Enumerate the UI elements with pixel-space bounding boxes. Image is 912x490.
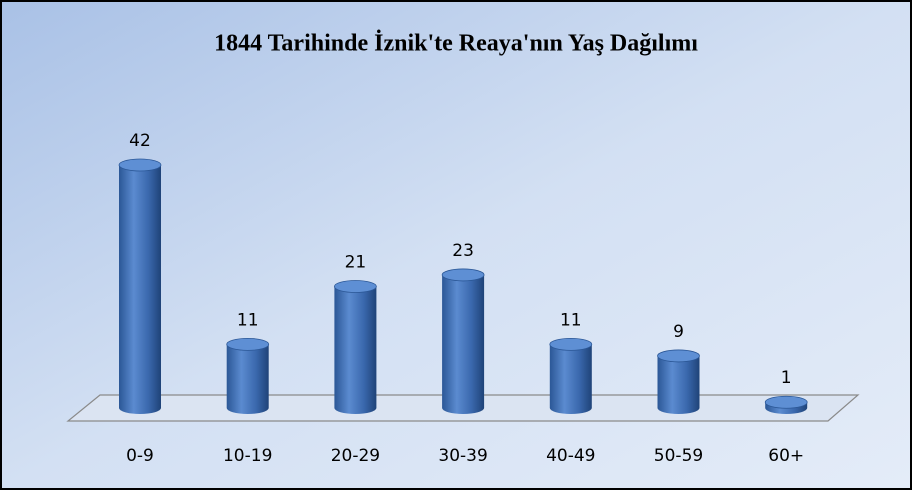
- x-tick-label: 40-49: [546, 446, 595, 466]
- value-label: 11: [560, 310, 582, 330]
- value-label: 11: [237, 310, 259, 330]
- x-tick-label: 50-59: [654, 446, 703, 466]
- bar-top: [657, 349, 700, 363]
- x-tick-label: 20-29: [331, 446, 380, 466]
- bar: [657, 355, 700, 414]
- bar: [549, 344, 592, 414]
- value-label: 42: [129, 131, 151, 151]
- bar-top: [333, 280, 377, 293]
- value-label: 23: [452, 241, 474, 261]
- x-tick-label: 10-19: [223, 446, 272, 466]
- bar-top: [118, 158, 162, 172]
- bar: [334, 286, 377, 414]
- x-tick-label: 0-9: [126, 446, 154, 466]
- value-label: 21: [345, 253, 367, 273]
- bar: [119, 165, 161, 414]
- bar-top: [226, 337, 270, 351]
- bar-top: [549, 337, 593, 351]
- bar-top: [764, 395, 808, 409]
- chart-title: 1844 Tarihinde İznik'te Reaya'nın Yaş Da…: [214, 31, 698, 57]
- bar: [442, 274, 485, 414]
- bar: [226, 344, 269, 414]
- bar-top: [441, 268, 485, 282]
- value-label: 9: [673, 322, 684, 342]
- x-tick-label: 60+: [768, 446, 804, 466]
- value-label: 1: [781, 368, 792, 388]
- x-tick-label: 30-39: [438, 446, 487, 466]
